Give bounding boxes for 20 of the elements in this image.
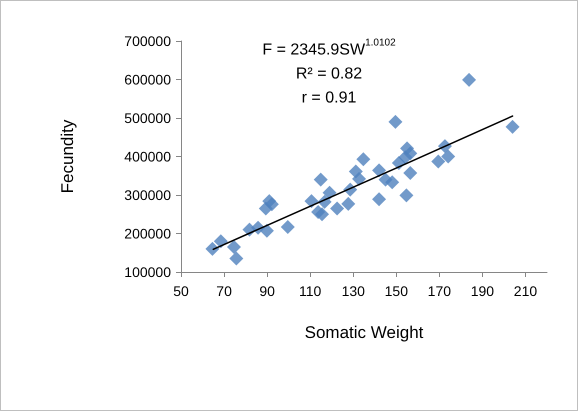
x-tick-label: 50: [173, 283, 189, 299]
x-tick-label: 90: [259, 283, 276, 299]
x-tick-label: 190: [470, 283, 494, 299]
x-tick-label: 150: [384, 283, 408, 299]
y-tick-label: 500000: [124, 110, 172, 126]
y-tick-label: 300000: [124, 187, 172, 203]
y-tick-label: 200000: [124, 226, 172, 242]
annotation: R² = 0.82: [296, 66, 362, 82]
x-axis-title: Somatic Weight: [304, 323, 424, 342]
x-tick-label: 70: [216, 283, 232, 299]
annotation: r = 0.91: [302, 90, 356, 106]
y-tick-label: 100000: [124, 264, 172, 280]
x-tick-label: 110: [299, 283, 322, 299]
y-tick-label: 600000: [124, 72, 172, 88]
x-tick-label: 170: [428, 283, 452, 299]
y-tick-label: 700000: [124, 33, 172, 49]
x-tick-label: 210: [514, 283, 538, 299]
y-axis-title: Fecundity: [58, 119, 77, 194]
y-tick-label: 400000: [124, 148, 172, 164]
x-tick-label: 130: [342, 283, 366, 299]
